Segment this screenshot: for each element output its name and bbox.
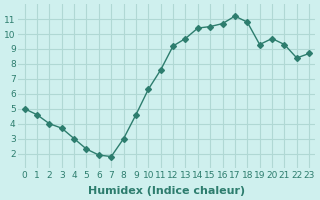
X-axis label: Humidex (Indice chaleur): Humidex (Indice chaleur) [88, 186, 245, 196]
